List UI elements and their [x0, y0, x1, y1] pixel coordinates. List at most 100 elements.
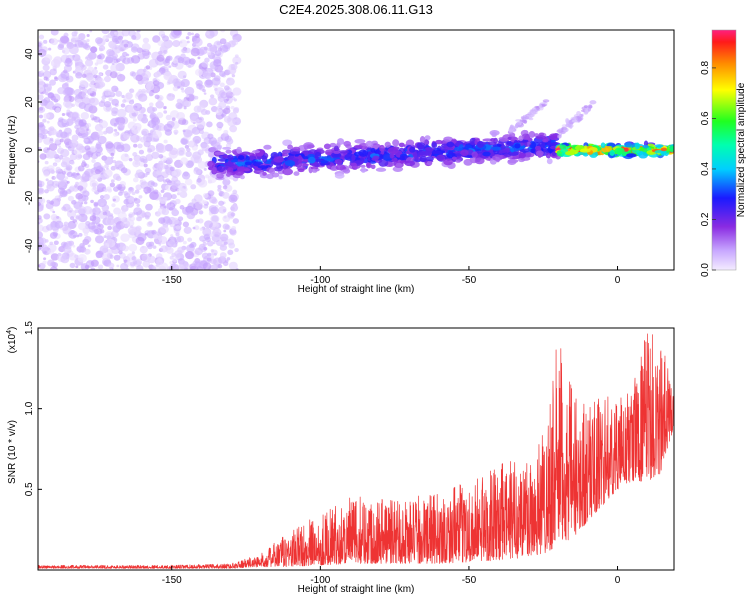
spectrogram-cell — [298, 163, 309, 167]
spectrogram-cell — [78, 119, 87, 127]
spectrogram-cell — [187, 64, 192, 68]
spectrogram-cell — [39, 244, 48, 252]
spectrogram-cell — [157, 50, 163, 56]
spectrogram-cell — [62, 118, 68, 124]
spectrogram-cell — [214, 151, 226, 156]
spectrogram-cell — [536, 105, 540, 111]
spectrogram-cell — [77, 185, 84, 191]
spectrogram-cell — [147, 120, 157, 128]
spectrogram-cell — [499, 138, 509, 142]
spectrogram-cell — [143, 163, 148, 168]
spectrogram-cell — [38, 121, 45, 128]
spectrogram-cell — [190, 47, 200, 57]
snr-panel: -150 -100 -50 0 0.5 1.0 1.5 Height of straigh… — [6, 321, 675, 595]
spectrogram-cell — [192, 36, 198, 42]
spectrogram-cell — [115, 90, 123, 97]
spectrogram-cell — [151, 151, 160, 159]
spectrogram-cell — [109, 118, 120, 127]
spectrogram-cell — [71, 112, 79, 119]
spectrogram-cell — [223, 229, 227, 233]
spectrogram-cell — [198, 210, 204, 215]
spectrogram-cell — [195, 219, 200, 223]
x-tick-label: -100 — [310, 575, 330, 586]
spectrogram-cell — [190, 184, 197, 190]
spectrogram-cell — [216, 144, 223, 150]
spectrogram-cell — [471, 151, 478, 158]
spectrogram-cell — [204, 79, 214, 88]
spectrogram-cell — [219, 252, 227, 259]
spectrogram-cell — [220, 30, 226, 33]
spectrogram-cell — [122, 99, 127, 103]
spectrogram-cell — [161, 208, 170, 216]
spectrogram-cell — [65, 243, 72, 250]
spectrogram-cell — [38, 94, 44, 101]
spectrogram-cell — [172, 39, 181, 48]
spectrogram-cell — [565, 150, 575, 156]
spectrogram-cell — [50, 214, 58, 221]
spectrogram-cell — [43, 136, 52, 145]
spectrogram-cell — [47, 259, 55, 267]
spectrogram-cell — [136, 30, 141, 33]
spectrogram-cell — [99, 47, 104, 52]
spectrogram-cell — [224, 259, 229, 263]
spectrogram-cell — [334, 159, 343, 165]
spectrogram-cell — [178, 264, 185, 270]
spectrogram-cell — [77, 165, 85, 172]
spectrogram-cell — [392, 166, 404, 173]
spectrogram-cell — [119, 55, 127, 62]
colorbar-gradient — [712, 30, 736, 270]
spectrogram-cell — [177, 85, 181, 89]
spectrogram-cell — [91, 186, 98, 193]
spectrogram-cell — [431, 142, 438, 149]
spectrogram-cell — [185, 251, 194, 260]
spectrogram-cell — [212, 241, 216, 245]
spectrogram-cell — [52, 199, 61, 207]
spectrogram-cell — [197, 149, 204, 156]
snr-frame — [37, 327, 675, 571]
spectrogram-cell — [49, 79, 56, 86]
spectrogram-cell — [231, 96, 236, 101]
spectrogram-cell — [38, 208, 42, 212]
y-tick-label: -40 — [24, 238, 35, 253]
spectrogram-cell — [229, 229, 237, 236]
spectrogram-cell — [624, 142, 632, 148]
spectrogram-cell — [219, 38, 227, 45]
spectrogram-cell — [122, 245, 130, 252]
spectrogram-cell — [111, 98, 119, 106]
spectrogram-cell — [227, 154, 234, 161]
spectrogram-cell — [61, 170, 66, 175]
spectrogram-cell — [71, 134, 78, 141]
spectrogram-cell — [223, 107, 231, 115]
spectrogram-cell — [215, 108, 223, 116]
spectrogram-cell — [68, 139, 79, 148]
spectrogram-cell — [60, 148, 70, 158]
spectrogram-cell — [38, 231, 44, 239]
spectrogram-cell — [358, 149, 369, 157]
spectrogram-cell — [46, 147, 51, 151]
spectrogram-cell — [577, 116, 584, 121]
spectrogram-cell — [104, 164, 109, 169]
spectrogram-cell — [84, 59, 94, 67]
spectrogram-cell — [218, 230, 222, 233]
spectrogram-cell — [105, 238, 116, 248]
spectrogram-cell — [186, 211, 196, 220]
spectrogram-cell — [121, 30, 131, 37]
colorbar-tick-label: 0.2 — [700, 212, 711, 226]
spectrogram-cell — [94, 66, 98, 70]
spectrogram-cell — [113, 141, 122, 150]
spectrogram-cell — [85, 220, 91, 226]
spectrogram-cell — [232, 56, 242, 65]
spectrogram-cell — [138, 93, 148, 102]
spectrogram-cell — [171, 209, 180, 217]
spectrogram-cell — [152, 182, 158, 187]
spectrogram-cell — [178, 39, 188, 48]
spectrogram-cell — [203, 168, 207, 171]
y-tick-label: 1.5 — [24, 321, 35, 335]
spectrogram-cell — [171, 117, 176, 121]
spectrogram-cell — [204, 72, 212, 80]
spectrogram-cell — [227, 249, 234, 255]
spectrogram-cell — [230, 105, 235, 110]
spectrogram-cell — [41, 166, 51, 174]
spectrogram-cell — [115, 40, 120, 44]
